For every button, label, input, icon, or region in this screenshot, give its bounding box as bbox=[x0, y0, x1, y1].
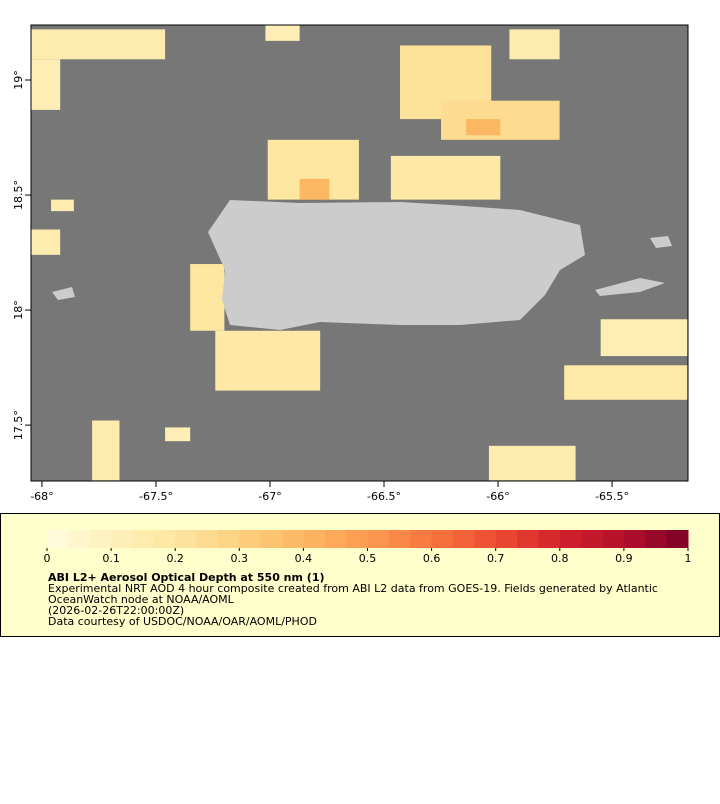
x-tick-label: -66.5° bbox=[367, 490, 401, 503]
colorbar-segment bbox=[367, 530, 390, 548]
colorbar-segment bbox=[239, 530, 262, 548]
colorbar-tick-label: 0.4 bbox=[295, 552, 313, 565]
legend-text: Experimental NRT AOD 4 hour composite cr… bbox=[48, 582, 658, 595]
vieques bbox=[595, 278, 665, 296]
colorbar-segment bbox=[388, 530, 411, 548]
colorbar-segment bbox=[217, 530, 240, 548]
x-tick-label: -67° bbox=[258, 490, 281, 503]
aod-cell bbox=[265, 24, 300, 41]
colorbar-segment bbox=[431, 530, 454, 548]
colorbar-segment bbox=[175, 530, 198, 548]
colorbar-tick-label: 0.5 bbox=[359, 552, 377, 565]
colorbar-tick-label: 0.8 bbox=[551, 552, 569, 565]
x-tick-label: -67.5° bbox=[139, 490, 173, 503]
colorbar-segment bbox=[602, 530, 625, 548]
aod-cell bbox=[30, 229, 61, 255]
colorbar-segment bbox=[89, 530, 112, 548]
colorbar-segment bbox=[132, 530, 155, 548]
aod-cell bbox=[190, 264, 225, 331]
colorbar-segment bbox=[260, 530, 283, 548]
colorbar-segment bbox=[623, 530, 646, 548]
colorbar-tick-label: 1 bbox=[685, 552, 692, 565]
legend-text: Data courtesy of USDOC/NOAA/OAR/AOML/PHO… bbox=[48, 615, 317, 628]
colorbar-segment bbox=[47, 530, 69, 548]
x-tick-label: -68° bbox=[30, 490, 53, 503]
mona-island bbox=[52, 287, 75, 300]
aod-cell bbox=[299, 178, 330, 200]
colorbar-segment bbox=[68, 530, 91, 548]
colorbar-segment bbox=[324, 530, 347, 548]
colorbar-segment bbox=[410, 530, 433, 548]
colorbar-segment bbox=[153, 530, 176, 548]
aod-cell bbox=[51, 199, 74, 212]
legend-title: ABI L2+ Aerosol Optical Depth at 550 nm … bbox=[48, 571, 325, 584]
colorbar-segment bbox=[538, 530, 561, 548]
aod-cell bbox=[165, 427, 191, 442]
aod-cell bbox=[509, 29, 560, 60]
colorbar-segment bbox=[346, 530, 368, 548]
aod-cell bbox=[30, 29, 166, 60]
culebra bbox=[650, 236, 672, 248]
colorbar-segment bbox=[645, 530, 668, 548]
colorbar-tick-label: 0 bbox=[44, 552, 51, 565]
colorbar-segment bbox=[303, 530, 326, 548]
aod-cell bbox=[488, 445, 576, 481]
colorbar-tick-label: 0.6 bbox=[423, 552, 441, 565]
colorbar-segment bbox=[666, 530, 689, 548]
colorbar-tick-label: 0.3 bbox=[231, 552, 249, 565]
y-tick-label: 17.5° bbox=[12, 410, 25, 440]
colorbar-segment bbox=[111, 530, 133, 548]
legend-text: (2026-02-26T22:00:00Z) bbox=[48, 604, 184, 617]
aod-cell bbox=[215, 330, 321, 391]
aod-cell bbox=[564, 365, 688, 400]
colorbar-segment bbox=[196, 530, 219, 548]
colorbar-tick-label: 0.1 bbox=[102, 552, 120, 565]
y-tick-label: 18.5° bbox=[12, 180, 25, 210]
colorbar-segment bbox=[495, 530, 518, 548]
puerto-rico bbox=[208, 200, 585, 330]
legend-text: OceanWatch node at NOAA/AOML bbox=[48, 593, 235, 606]
colorbar-segment bbox=[559, 530, 582, 548]
y-tick-label: 18° bbox=[12, 300, 25, 320]
x-tick-label: -66° bbox=[486, 490, 509, 503]
aod-cell bbox=[390, 155, 501, 200]
aod-cell bbox=[30, 59, 61, 110]
land bbox=[52, 200, 672, 330]
aod-cell bbox=[600, 319, 688, 357]
plot-frame bbox=[30, 24, 689, 482]
colorbar-segment bbox=[474, 530, 497, 548]
colorbar-tick-label: 0.9 bbox=[615, 552, 633, 565]
colorbar-tick-label: 0.7 bbox=[487, 552, 505, 565]
colorbar-segment bbox=[452, 530, 475, 548]
colorbar-tick-label: 0.2 bbox=[166, 552, 184, 565]
aod-cell bbox=[92, 420, 120, 481]
aod-cell bbox=[466, 119, 501, 136]
x-tick-label: -65.5° bbox=[595, 490, 629, 503]
y-tick-label: 19° bbox=[12, 70, 25, 90]
colorbar-segment bbox=[282, 530, 304, 548]
colorbar-segment bbox=[517, 530, 539, 548]
colorbar-segment bbox=[581, 530, 604, 548]
